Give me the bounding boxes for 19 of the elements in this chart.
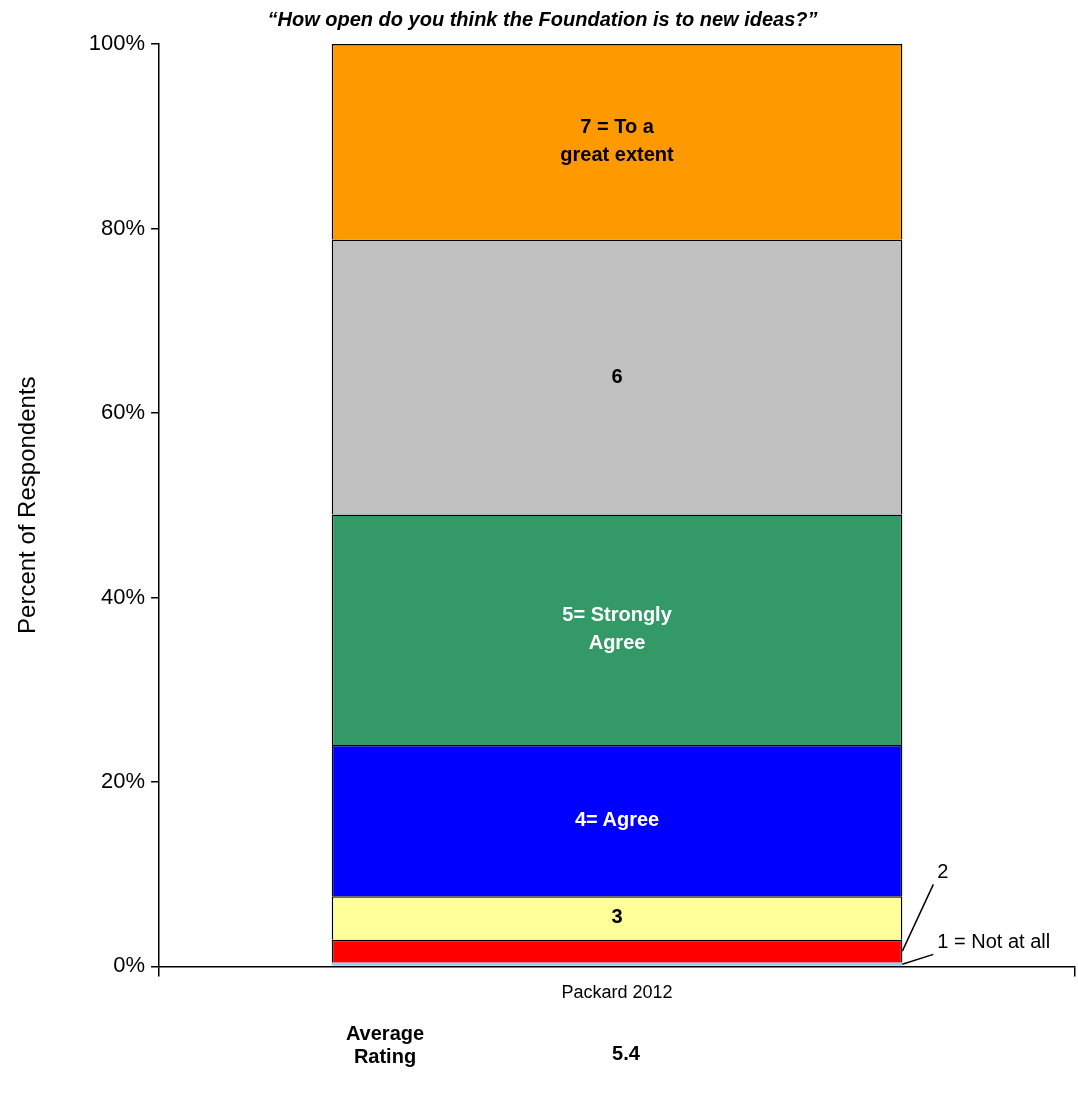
- series-label: 3: [611, 905, 623, 928]
- series-label: 5= Strongly Agree: [562, 603, 673, 654]
- y-tick-label: 0%: [113, 952, 146, 978]
- text: 5.4: [612, 1042, 640, 1065]
- series-label: 1 = Not at all: [937, 929, 1051, 952]
- text: Average Rating: [345, 1022, 425, 1068]
- y-tick-label: 20%: [101, 767, 146, 793]
- y-tick-label: 60%: [101, 399, 146, 425]
- bar: [331, 962, 903, 966]
- series-label: 4= Agree: [574, 808, 660, 831]
- text: 2: [937, 859, 949, 882]
- y-tick-label: 40%: [101, 583, 146, 609]
- x-tick-label: Packard 2012: [561, 982, 673, 1003]
- y-axis-title: Percent of Respondents: [13, 376, 41, 634]
- y-tick-label: 100%: [88, 30, 146, 56]
- y-tick-label: 80%: [101, 214, 146, 240]
- series-label: 7 = To a great extent: [560, 115, 675, 166]
- series-label: 6: [611, 364, 623, 387]
- chart-title: “How open do you think the Foundation is to new ideas?”: [267, 7, 818, 30]
